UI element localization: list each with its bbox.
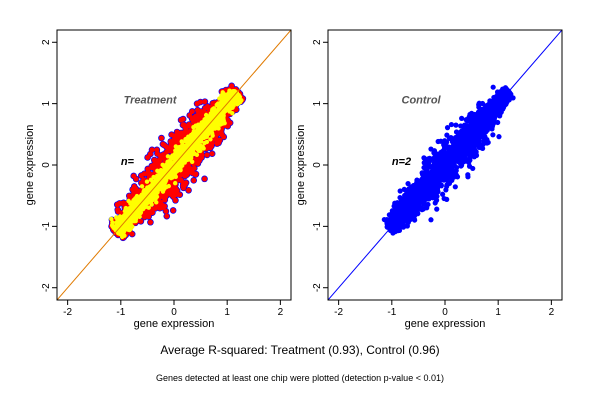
x-tick-label: 2 [549, 307, 555, 318]
x-tick-label: 1 [495, 307, 501, 318]
x-axis-label: gene expression [405, 318, 486, 330]
x-tick-label: -1 [116, 307, 125, 318]
panel-1: -2 -1 0 1 2 -2 -1 0 1 2 gene expression gene expres… [295, 29, 563, 330]
reference-line-1 [328, 30, 562, 300]
caption-main: Average R-squared: Treatment (0.93), Con… [160, 343, 440, 357]
y-tick-label: 0 [41, 162, 52, 168]
count-annotation: n= [121, 156, 135, 168]
x-tick-label: 0 [171, 307, 177, 318]
y-tick-label: 2 [41, 39, 52, 45]
x-tick-label: -2 [334, 307, 343, 318]
y-tick-label: -2 [312, 283, 323, 292]
x-tick-label: 1 [224, 307, 230, 318]
caption-sub: Genes detected at least one chip were pl… [156, 373, 444, 383]
panel-title: Treatment [124, 95, 178, 107]
count-annotation: n=2 [392, 156, 411, 168]
x-tick-label: 0 [442, 307, 448, 318]
panel-title: Control [402, 95, 442, 107]
scatter-points-1 [381, 84, 516, 236]
panel-0: -2 -1 0 1 2 -2 -1 0 1 2 gene expression gene expres… [24, 29, 292, 330]
y-tick-label: -2 [41, 283, 52, 292]
y-tick-label: -1 [312, 221, 323, 230]
plot-area-1 [328, 30, 562, 300]
y-tick-label: 1 [41, 100, 52, 106]
reference-line-0 [57, 30, 291, 300]
x-tick-label: 2 [278, 307, 284, 318]
x-axis-label: gene expression [134, 318, 215, 330]
y-tick-label: 1 [312, 100, 323, 106]
y-tick-label: 2 [312, 39, 323, 45]
y-axis-label: gene expression [24, 125, 36, 206]
y-tick-label: -1 [41, 221, 52, 230]
y-tick-label: 0 [312, 162, 323, 168]
plot-area-0 [57, 30, 291, 300]
y-axis-label: gene expression [295, 125, 307, 206]
x-tick-label: -1 [387, 307, 396, 318]
x-tick-label: -2 [63, 307, 72, 318]
